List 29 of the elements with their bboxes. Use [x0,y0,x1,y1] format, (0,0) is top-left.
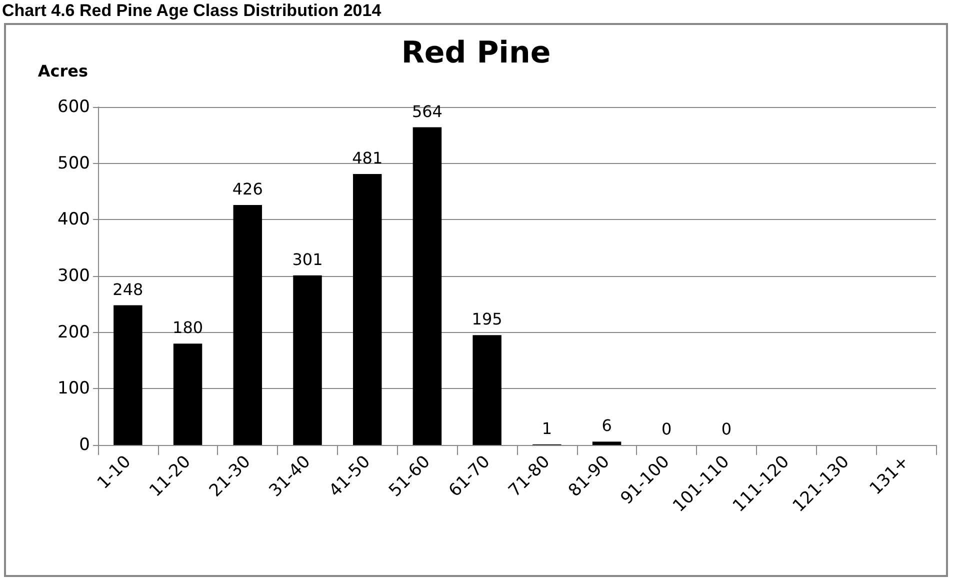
data-label: 0 [721,420,732,438]
data-label: 426 [232,180,263,199]
bar [114,305,142,445]
data-label: 0 [662,420,672,438]
y-axis-title: Acres [38,62,88,80]
data-label: 301 [292,250,323,269]
data-label: 564 [412,102,442,121]
bar [472,335,502,445]
data-label: 481 [352,148,383,168]
y-tick-label: 100 [58,378,90,399]
bar [293,275,322,445]
bar [412,127,442,445]
y-tick-label: 300 [58,266,90,286]
data-label: 180 [172,318,204,338]
bar [592,442,622,445]
bar [352,174,382,445]
bar [233,205,262,445]
bar [173,344,202,445]
y-tick-label: 500 [58,153,90,174]
y-tick-label: 0 [79,435,90,455]
y-tick-label: 200 [58,322,90,342]
y-tick-label: 400 [58,210,90,230]
chart-title: Red Pine [401,36,551,70]
data-label: 248 [112,280,144,299]
data-label: 6 [602,416,612,436]
y-tick-label: 600 [58,97,90,117]
data-label: 1 [542,418,552,438]
caption: Chart 4.6 Red Pine Age Class Distribution 2014 [2,1,382,21]
data-label: 195 [472,310,502,329]
